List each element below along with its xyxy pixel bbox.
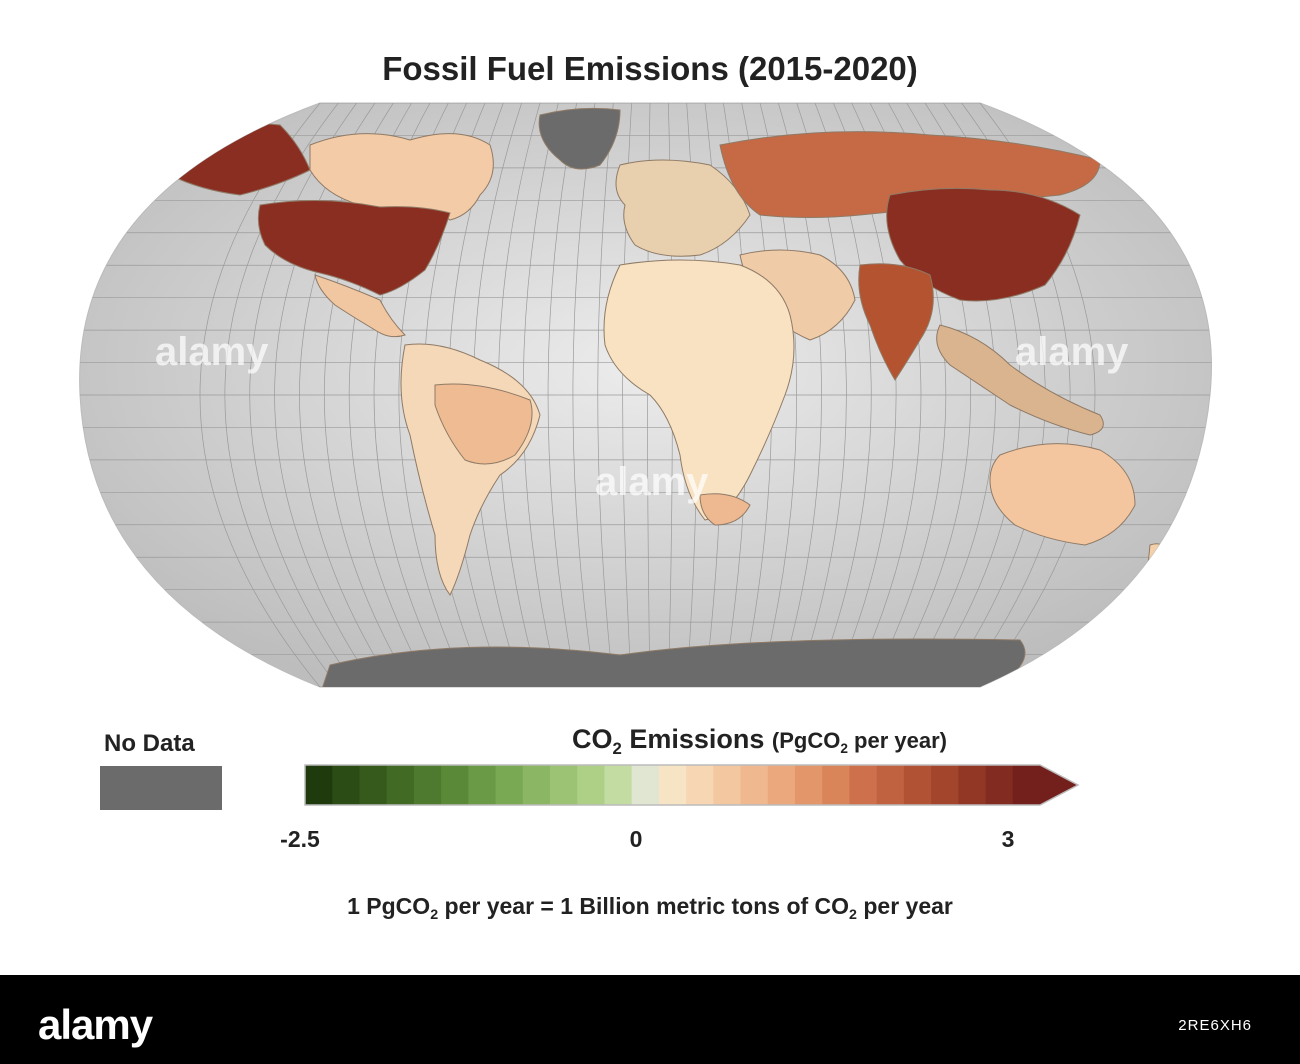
no-data-swatch [100, 766, 222, 810]
color-step [767, 765, 796, 805]
watermark-right: alamy [1015, 330, 1129, 374]
region-mexico [314, 274, 406, 338]
watermark-left: alamy [155, 330, 269, 374]
region-africa [603, 259, 795, 521]
region-europe [615, 159, 751, 257]
color-step [386, 765, 415, 805]
color-step [577, 765, 605, 805]
color-step [713, 765, 742, 805]
map-title: Fossil Fuel Emissions (2015-2020) [382, 50, 918, 87]
color-step [1012, 765, 1041, 805]
color-step [359, 765, 388, 805]
region-antarctica [319, 638, 1026, 687]
color-step [876, 765, 905, 805]
color-step [931, 765, 959, 805]
color-step [604, 765, 633, 805]
footer-logo: alamy [38, 1001, 153, 1048]
color-step [849, 765, 878, 805]
tick-zero: 0 [629, 826, 643, 852]
region-united-states [257, 199, 451, 296]
color-step [658, 765, 687, 805]
color-step [822, 765, 850, 805]
region-southeast-asia [936, 324, 1104, 436]
color-step [332, 765, 360, 805]
color-step [985, 765, 1014, 805]
color-step [495, 765, 524, 805]
region-australia [989, 443, 1136, 546]
color-step [522, 765, 551, 805]
watermark-center: alamy [595, 460, 709, 504]
unit-conversion-note: 1 PgCO2 per year = 1 Billion metric tons… [347, 893, 953, 923]
world-map: alamy alamy alamy [79, 102, 1212, 688]
color-step [305, 765, 333, 805]
footer-bar [0, 975, 1300, 1064]
color-scale-bar [304, 764, 1080, 806]
region-brazil [434, 383, 533, 465]
color-step [550, 765, 578, 805]
no-data-label: No Data [104, 730, 195, 757]
color-step [413, 765, 442, 805]
region-greenland [538, 107, 621, 170]
legend-title: CO2 Emissions (PgCO2 per year) [572, 724, 947, 758]
color-step [958, 765, 987, 805]
color-step [631, 765, 660, 805]
color-step [468, 765, 497, 805]
region-south-africa [699, 493, 751, 526]
color-step [740, 765, 769, 805]
color-step [441, 765, 469, 805]
tick-min: -2.5 [280, 826, 320, 852]
color-scale-outline [304, 764, 1080, 806]
tick-max: 3 [1001, 826, 1015, 852]
region-china [886, 187, 1081, 302]
color-scale-arrow [1040, 765, 1078, 805]
image-id: 2RE6XH6 [1178, 1017, 1252, 1034]
region-india [858, 263, 934, 381]
color-step [686, 765, 714, 805]
color-step [903, 765, 932, 805]
color-step [795, 765, 823, 805]
